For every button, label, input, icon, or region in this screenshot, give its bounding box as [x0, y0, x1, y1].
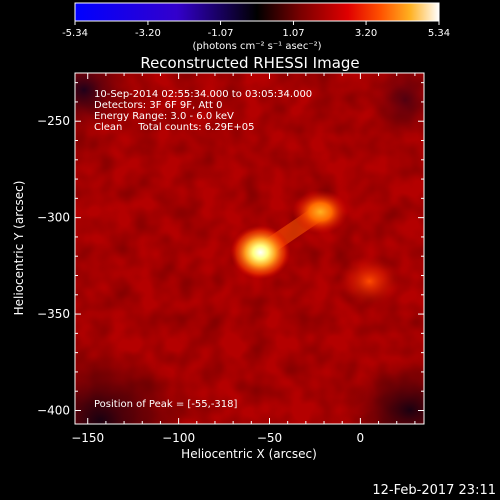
- image-area: [75, 73, 424, 424]
- annotation-counts: Clean Total counts: 6.29E+05: [94, 122, 254, 133]
- colorbar: [74, 2, 440, 22]
- dark-region-top-left: [75, 73, 134, 135]
- x-axis-label: Heliocentric X (arcsec): [181, 447, 317, 461]
- y-tick-label: −350: [37, 307, 70, 321]
- colorbar-tick-label: -3.20: [135, 28, 161, 39]
- chart-title: Reconstructed RHESSI Image: [140, 54, 359, 72]
- annotations: 10-Sep-2014 02:55:34.000 to 03:05:34.000…: [94, 89, 312, 410]
- x-tick-label: −100: [162, 431, 195, 445]
- y-axis-label: Heliocentric Y (arcsec): [12, 181, 26, 316]
- colorbar-tick-label: 1.07: [282, 28, 304, 39]
- colorbar-tick-label: 3.20: [355, 28, 377, 39]
- annotation-energy: Energy Range: 3.0 - 6.0 keV: [94, 111, 234, 122]
- footer-date: 12-Feb-2017 23:11: [372, 483, 496, 498]
- colorbar-unit-label: (photons cm⁻² s⁻¹ asec⁻²): [192, 41, 321, 52]
- plot-frame: [74, 72, 425, 425]
- x-axis-ticks: −150 −100 −50 0: [71, 73, 416, 445]
- colorbar-tick-label: -5.34: [62, 28, 88, 39]
- secondary-source: [337, 255, 402, 308]
- peak-position-label: Position of Peak = [-55,-318]: [94, 399, 238, 410]
- y-tick-label: −250: [37, 114, 70, 128]
- dark-region-bottom-left: [75, 345, 195, 424]
- dark-region-top-right: [365, 73, 424, 145]
- peak-source: [230, 225, 291, 280]
- x-tick-label: −50: [257, 431, 282, 445]
- dark-region-bottom-right: [340, 355, 424, 424]
- colorbar-tick-label: -1.07: [208, 28, 234, 39]
- secondary-source: [292, 189, 349, 234]
- colorbar-ticks: -5.34 -3.20 -1.07 1.07 3.20 5.34: [62, 21, 450, 39]
- annotation-detectors: Detectors: 3F 6F 9F, Att 0: [94, 100, 222, 111]
- y-axis-ticks: −250 −300 −350 −400: [37, 82, 424, 418]
- annotation-time: 10-Sep-2014 02:55:34.000 to 03:05:34.000: [94, 89, 312, 100]
- y-tick-label: −300: [37, 211, 70, 225]
- source-group: [230, 189, 402, 308]
- colorbar-tick-label: 5.34: [428, 28, 450, 39]
- y-tick-label: −400: [37, 404, 70, 418]
- x-tick-label: 0: [357, 431, 365, 445]
- x-tick-label: −150: [71, 431, 104, 445]
